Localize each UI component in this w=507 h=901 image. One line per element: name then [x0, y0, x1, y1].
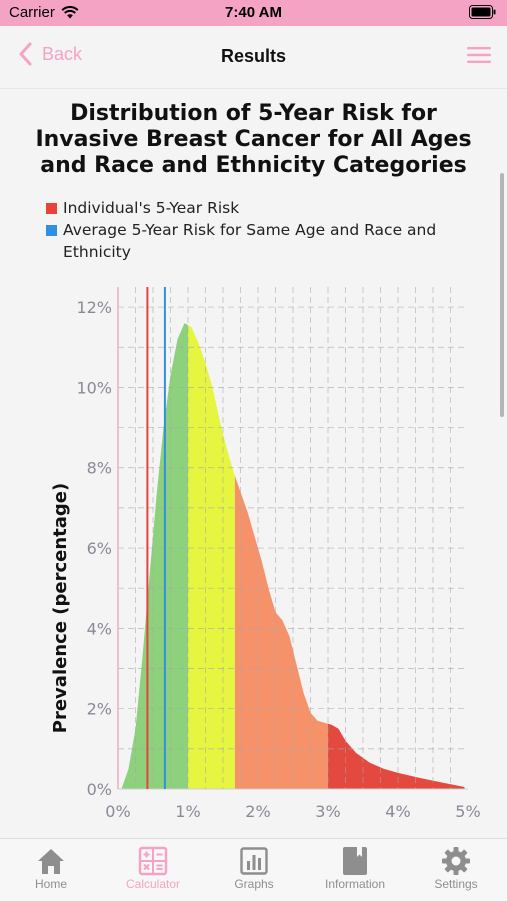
y-tick-label: 10%	[76, 378, 112, 397]
x-tick-label: 1%	[175, 802, 200, 821]
back-button[interactable]: Back	[18, 42, 82, 66]
y-axis-label: Prevalence (percentage)	[50, 483, 71, 733]
gear-icon	[442, 847, 470, 875]
x-tick-label: 2%	[245, 802, 270, 821]
tab-settings[interactable]: Settings	[406, 845, 506, 891]
tab-calculator[interactable]: Calculator	[103, 845, 203, 891]
tab-calculator-label: Calculator	[125, 877, 181, 891]
page-title: Results	[220, 46, 287, 66]
y-tick-label: 0%	[87, 780, 112, 799]
x-tick-label: 0%	[105, 802, 130, 821]
x-tick-label: 4%	[385, 802, 410, 821]
tab-bar: Home Calculator	[0, 838, 507, 901]
tab-home[interactable]: Home	[1, 845, 101, 891]
chart-legend: Individual's 5-Year Risk Average 5-Year …	[46, 197, 476, 263]
wifi-icon	[61, 6, 79, 19]
legend-item-individual: Individual's 5-Year Risk	[46, 197, 476, 219]
y-tick-label: 12%	[76, 298, 112, 317]
x-tick-label: 5%	[455, 802, 480, 821]
tab-information[interactable]: Information	[305, 845, 405, 891]
menu-button[interactable]	[467, 46, 491, 69]
legend-label-average: Average 5-Year Risk for Same Age and Rac…	[63, 221, 437, 261]
back-label: Back	[42, 43, 83, 64]
tab-graphs[interactable]: Graphs	[204, 845, 304, 891]
risk-band-3	[328, 723, 465, 789]
calculator-icon	[138, 846, 168, 876]
risk-band-0	[121, 323, 188, 789]
legend-swatch-average	[46, 225, 57, 236]
results-content[interactable]: Distribution of 5-Year Risk for Invasive…	[0, 89, 507, 837]
legend-swatch-individual	[46, 203, 57, 214]
status-carrier: Carrier	[9, 4, 79, 21]
tab-home-label: Home	[34, 877, 67, 891]
tab-information-label: Information	[324, 877, 386, 891]
status-time: 7:40 AM	[225, 4, 282, 21]
bar-chart-icon	[240, 847, 268, 875]
risk-band-2	[234, 475, 328, 789]
legend-item-average: Average 5-Year Risk for Same Age and Rac…	[46, 219, 476, 263]
book-icon	[343, 847, 367, 875]
status-bar: Carrier 7:40 AM	[0, 0, 507, 26]
navigation-bar: Back Results	[0, 26, 507, 89]
tab-graphs-label: Graphs	[234, 877, 274, 891]
chevron-left-icon	[19, 42, 32, 66]
risk-band-1	[188, 325, 235, 789]
y-tick-label: 2%	[87, 700, 112, 719]
carrier-label: Carrier	[9, 4, 55, 21]
battery-icon	[469, 5, 497, 23]
y-tick-label: 6%	[87, 539, 112, 558]
risk-distribution-chart: 0% 1% 2% 3% 4% 5% 0% 2% 4% 6% 8% 10% 12% Prevalence (…	[50, 287, 481, 821]
house-icon	[38, 849, 64, 874]
y-tick-label: 4%	[87, 619, 112, 638]
hamburger-menu-icon	[467, 47, 491, 63]
x-tick-label: 3%	[315, 802, 340, 821]
tab-settings-label: Settings	[434, 877, 478, 891]
y-tick-label: 8%	[87, 459, 112, 478]
scrollbar[interactable]	[500, 173, 504, 417]
legend-label-individual: Individual's 5-Year Risk	[63, 199, 240, 217]
chart-title: Distribution of 5-Year Risk for Invasive…	[35, 101, 472, 178]
